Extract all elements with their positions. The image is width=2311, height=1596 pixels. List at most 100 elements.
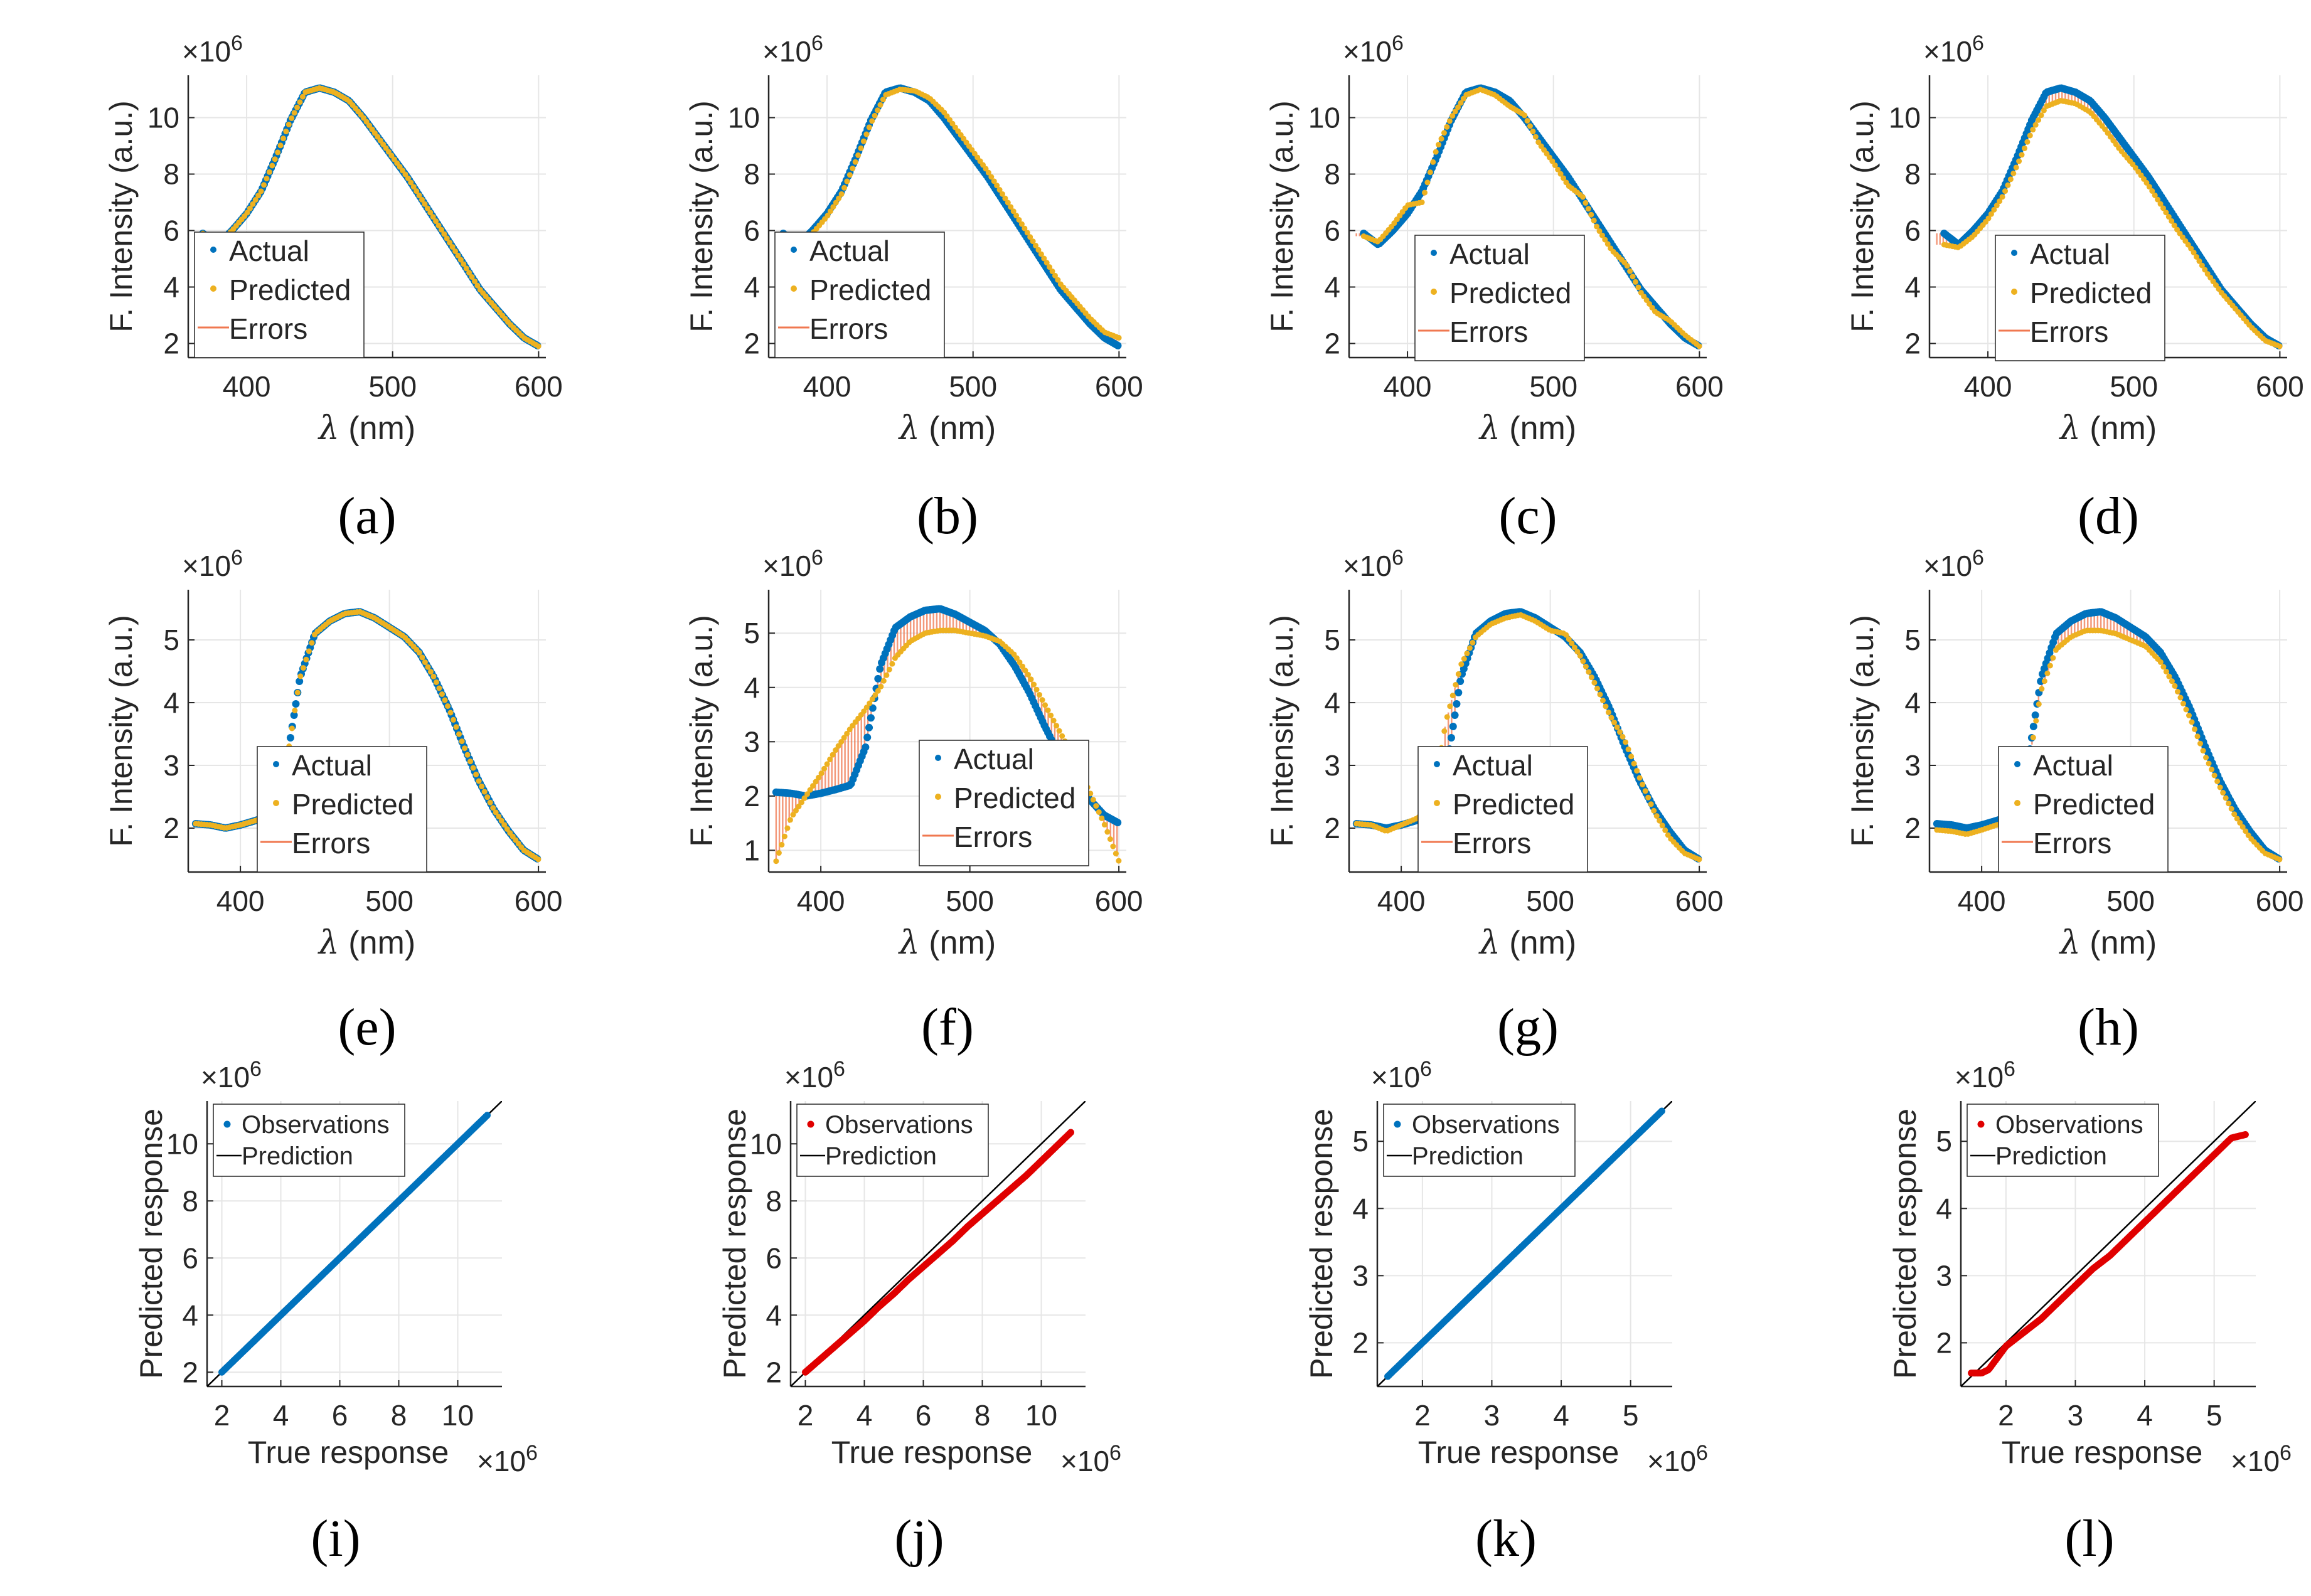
y-tick-label: 4 — [1352, 1192, 1369, 1225]
panel-caption: (b) — [917, 487, 978, 545]
x-multiplier-base: ×10 — [2231, 1445, 2280, 1477]
predicted-point — [427, 210, 434, 216]
legend-box — [1967, 1104, 2159, 1177]
y-tick-label: 2 — [1904, 327, 1921, 360]
legend-entry: Predicted — [1449, 277, 1571, 309]
predicted-point — [280, 136, 286, 142]
y-tick-label: 1 — [744, 834, 760, 866]
x-multiplier-label: ×106 — [2231, 1441, 2292, 1477]
predicted-point — [1999, 194, 2005, 200]
predicted-point — [2234, 816, 2240, 822]
x-tick-label: 400 — [797, 885, 845, 917]
predicted-point — [807, 787, 813, 793]
y-tick-label: 2 — [1324, 812, 1340, 844]
predicted-point — [2050, 655, 2056, 661]
predicted-point — [2188, 245, 2194, 252]
predicted-point — [1535, 139, 1542, 146]
predicted-point — [436, 685, 442, 691]
y-tick-label: 3 — [163, 749, 179, 782]
predicted-point — [2163, 210, 2169, 216]
x-label-unit: (nm) — [339, 925, 415, 961]
y-tick-label: 8 — [1904, 158, 1921, 191]
predicted-point — [2171, 222, 2177, 228]
predicted-point — [466, 270, 472, 276]
y-multiplier-base: ×10 — [201, 1061, 250, 1093]
predicted-point — [1586, 669, 1592, 675]
predicted-point — [1436, 142, 1442, 148]
legend-entry: Actual — [2030, 238, 2110, 270]
legend-box — [1414, 235, 1585, 361]
predicted-point — [1027, 234, 1033, 240]
predicted-point — [1433, 149, 1439, 155]
predicted-point — [1470, 639, 1476, 646]
predicted-point — [875, 688, 881, 694]
predicted-point — [830, 752, 836, 758]
predicted-point — [1561, 175, 1567, 181]
plot-area — [1352, 608, 1702, 863]
actual-point — [1456, 678, 1465, 685]
y-axis-label: F. Intensity (a.u.) — [1845, 100, 1880, 332]
panel-caption: (d) — [2078, 487, 2139, 545]
predicted-point — [419, 196, 425, 203]
predicted-point — [1630, 274, 1636, 280]
predicted-point — [1025, 671, 1031, 678]
predicted-point — [1579, 194, 1586, 200]
predicted-point — [289, 115, 295, 121]
predicted-point — [1632, 279, 1638, 285]
predicted-point — [1605, 710, 1611, 715]
predicted-point — [435, 222, 442, 228]
legend-entry: Errors — [809, 312, 888, 345]
legend-entry: Observations — [1412, 1111, 1560, 1139]
predicted-point — [844, 178, 850, 184]
y-multiplier-exp: 6 — [833, 1057, 845, 1081]
predicted-point — [1430, 159, 1436, 165]
predicted-point — [306, 648, 312, 654]
predicted-point — [430, 214, 436, 220]
predicted-point — [2030, 127, 2036, 133]
predicted-point — [2214, 779, 2221, 784]
predicted-point — [461, 261, 467, 267]
predicted-point — [283, 129, 289, 135]
y-tick-label: 4 — [1904, 271, 1921, 304]
x-tick-label: 400 — [803, 370, 851, 403]
predicted-point — [2192, 726, 2198, 732]
x-axis-label: λ (nm) — [318, 924, 415, 962]
x-tick-label: 500 — [2110, 370, 2158, 403]
legend-entry: Actual — [1449, 238, 1530, 270]
legend: Observations Prediction — [1967, 1104, 2159, 1177]
predicted-point — [250, 201, 256, 207]
predicted-point — [863, 705, 870, 711]
predicted-point — [784, 825, 791, 831]
legend-entry: Errors — [2033, 827, 2111, 859]
y-multiplier-base: ×10 — [182, 35, 231, 68]
x-tick-label: 8 — [974, 1399, 991, 1432]
predicted-point — [416, 193, 422, 199]
predicted-point — [1614, 724, 1620, 730]
predicted-point — [850, 166, 856, 171]
y-multiplier-base: ×10 — [762, 550, 811, 582]
predicted-point — [2276, 856, 2283, 863]
x-tick-label: 10 — [442, 1399, 474, 1432]
x-axis-label: True response — [1418, 1435, 1620, 1470]
legend-entry: Predicted — [2033, 788, 2155, 821]
plot-area — [1933, 608, 2283, 863]
actual-point — [863, 733, 872, 742]
predicted-point — [1591, 679, 1598, 686]
actual-point — [2031, 711, 2039, 719]
y-multiplier-base: ×10 — [1343, 35, 1392, 68]
predicted-point — [988, 174, 995, 180]
x-multiplier-label: ×106 — [477, 1441, 538, 1477]
predicted-point — [1030, 238, 1036, 245]
predicted-point — [275, 149, 281, 156]
predicted-point — [2146, 184, 2152, 190]
predicted-point — [2183, 706, 2189, 713]
predicted-point — [2021, 145, 2027, 151]
predicted-point — [2155, 196, 2161, 203]
predicted-point — [1016, 216, 1022, 223]
legend-box — [1995, 235, 2165, 361]
predicted-point — [300, 665, 306, 671]
x-tick-label: 4 — [1553, 1399, 1569, 1432]
predicted-point — [2237, 820, 2243, 826]
y-tick-label: 10 — [728, 102, 760, 134]
y-axis-label: Predicted response — [134, 1109, 169, 1379]
